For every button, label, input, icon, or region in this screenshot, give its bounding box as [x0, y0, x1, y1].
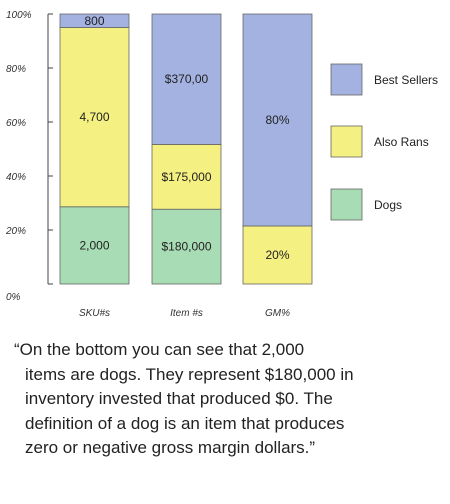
quote-line: definition of a dog is an item that prod… [25, 413, 345, 433]
y-tick-label: 40% [6, 172, 26, 183]
legend: Best Sellers Also Rans Dogs [330, 63, 438, 221]
category-label: SKU#s [79, 308, 110, 319]
legend-label: Best Sellers [374, 73, 438, 87]
legend-label: Dogs [374, 198, 402, 212]
bar-segment [151, 208, 222, 285]
quote-line: items are dogs. They represent $180,000 … [25, 364, 354, 384]
data-label: 80% [265, 113, 289, 127]
data-label: 2,000 [79, 238, 109, 252]
data-label: $180,000 [161, 240, 211, 254]
bar-segment [242, 13, 313, 227]
data-label: 4,700 [79, 110, 109, 124]
quote-line: inventory invested that produced $0. The [25, 389, 333, 408]
stacked-bar-chart: 0% 20% 40% 60% 80% 100% 2,000 4,700 800 $180,000… [5, 10, 438, 319]
bar-segment [59, 13, 130, 28]
bars: 2,000 4,700 800 $180,000 $175,000 $370,00 20% 8… [59, 13, 313, 285]
y-tick-label: 0% [6, 292, 21, 303]
category-label: GM% [265, 308, 290, 319]
bar-segment [242, 225, 313, 285]
data-label: $370,00 [165, 72, 209, 86]
quote-text: “On the bottom you can see that 2,000 it… [14, 338, 444, 461]
bar-segment [151, 144, 222, 210]
data-label: 800 [84, 14, 104, 28]
legend-swatch [330, 188, 363, 221]
legend-swatch [330, 63, 363, 96]
y-tick-label: 80% [6, 64, 26, 75]
y-axis-ticks: 0% 20% 40% 60% 80% 100% [5, 10, 53, 303]
legend-swatch [330, 125, 363, 158]
category-label: Item #s [170, 308, 203, 319]
y-tick-label: 20% [5, 226, 26, 237]
bar-segment [151, 13, 222, 145]
data-label: $175,000 [161, 170, 211, 184]
data-label: 20% [265, 248, 289, 262]
category-labels: SKU#s Item #s GM% [79, 308, 290, 319]
y-tick-label: 60% [6, 118, 26, 129]
quote-line: “On the bottom you can see that 2,000 [14, 340, 305, 359]
quote-line: zero or negative gross margin dollars.” [25, 438, 316, 457]
bar-segment [59, 27, 130, 208]
y-tick-label: 100% [6, 10, 32, 21]
bar-segment [59, 206, 130, 285]
legend-label: Also Rans [374, 135, 429, 149]
